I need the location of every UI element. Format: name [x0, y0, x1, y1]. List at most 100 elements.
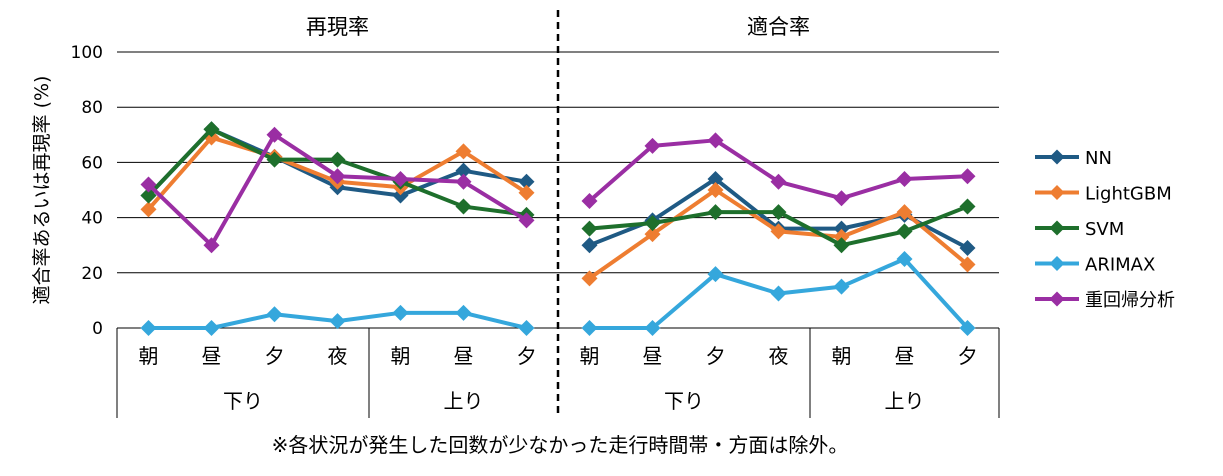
data-point: [518, 320, 535, 336]
legend-label: LightGBM: [1085, 184, 1172, 205]
x-tick-label: 夜: [328, 344, 348, 368]
data-point: [707, 204, 724, 221]
data-point: [770, 173, 787, 190]
y-axis-label: 適合率あるいは再現率 (%): [31, 76, 53, 305]
data-point: [959, 320, 976, 336]
data-point: [140, 187, 157, 204]
legend-label: NN: [1085, 148, 1112, 169]
data-point: [644, 137, 661, 154]
legend-label: ARIMAX: [1085, 255, 1155, 276]
axes: [116, 10, 1000, 418]
group-label: 下り: [664, 389, 704, 413]
legend-marker: [1049, 220, 1065, 236]
labels: 020406080100再現率朝昼夕夜朝昼夕下り 上り適合率朝昼夕夜朝昼夕下り 上り: [71, 15, 978, 413]
data-point: [707, 266, 724, 283]
x-tick-label: 朝: [832, 344, 852, 368]
legend-marker: [1049, 149, 1065, 165]
data-point: [518, 184, 535, 201]
panel-title: 適合率: [747, 15, 810, 39]
group-label: 上り: [444, 389, 484, 413]
series: [140, 121, 976, 336]
data-point: [833, 237, 850, 254]
data-point: [140, 176, 157, 193]
y-tick-label: 20: [81, 264, 103, 284]
series-line: [588, 138, 968, 203]
data-point: [455, 198, 472, 215]
legend-marker: [1049, 185, 1065, 200]
data-point: [455, 162, 472, 179]
legend-marker: [1049, 256, 1065, 271]
data-point: [455, 143, 472, 160]
data-point: [707, 132, 724, 149]
legend: NN LightGBM SVM ARIMAX 重回帰分析: [1035, 148, 1175, 311]
legend-label: 重回帰分析: [1085, 290, 1175, 311]
data-point: [518, 212, 535, 229]
data-point: [392, 304, 409, 321]
data-point: [203, 320, 220, 336]
data-point: [770, 204, 787, 221]
y-tick-label: 100: [71, 43, 103, 63]
data-point: [581, 193, 598, 210]
data-point: [329, 168, 346, 185]
data-point: [266, 151, 283, 168]
x-tick-label: 昼: [643, 344, 663, 368]
x-tick-label: 夕: [517, 344, 537, 368]
data-point: [896, 170, 913, 187]
data-point: [140, 201, 157, 218]
y-tick-label: 40: [81, 209, 103, 229]
data-point: [581, 237, 598, 254]
data-point: [581, 220, 598, 237]
data-point: [833, 220, 850, 237]
data-point: [833, 190, 850, 207]
x-tick-label: 夕: [958, 344, 978, 368]
data-point: [959, 168, 976, 185]
x-tick-label: 昼: [202, 344, 222, 368]
data-point: [644, 215, 661, 232]
data-point: [959, 198, 976, 215]
data-point: [959, 239, 976, 256]
y-tick-label: 0: [92, 319, 103, 339]
data-point: [644, 320, 661, 336]
x-tick-label: 朝: [580, 344, 600, 368]
legend-label: SVM: [1085, 219, 1124, 240]
data-point: [707, 182, 724, 198]
data-point: [203, 237, 220, 254]
data-point: [518, 173, 535, 190]
data-point: [896, 204, 913, 221]
x-tick-label: 夜: [769, 344, 789, 368]
legend-marker: [1049, 291, 1065, 307]
data-point: [266, 306, 283, 323]
x-tick-label: 朝: [139, 344, 159, 368]
data-point: [896, 251, 913, 267]
data-point: [770, 223, 787, 240]
data-point: [770, 285, 787, 302]
data-point: [833, 278, 850, 295]
x-tick-label: 夕: [265, 344, 285, 368]
data-point: [455, 304, 472, 321]
x-tick-label: 昼: [454, 344, 474, 368]
data-point: [140, 320, 157, 336]
y-tick-label: 60: [81, 153, 103, 173]
data-point: [266, 126, 283, 143]
y-tick-label: 80: [81, 98, 103, 118]
data-point: [392, 187, 409, 204]
group-label: 下り: [223, 389, 263, 413]
data-point: [959, 256, 976, 273]
data-point: [896, 223, 913, 240]
footnote: ※各状況が発生した回数が少なかった走行時間帯・方面は除外。: [272, 433, 849, 457]
x-tick-label: 夕: [706, 344, 726, 368]
data-point: [707, 170, 724, 187]
data-point: [644, 226, 661, 243]
panel-title: 再現率: [306, 15, 369, 39]
data-point: [581, 270, 598, 287]
group-label: 上り: [885, 389, 925, 413]
data-point: [329, 151, 346, 168]
data-point: [392, 170, 409, 187]
x-tick-label: 昼: [895, 344, 915, 368]
data-point: [581, 320, 598, 336]
x-tick-label: 朝: [391, 344, 411, 368]
data-point: [203, 121, 220, 138]
data-point: [455, 173, 472, 190]
data-point: [329, 313, 346, 330]
